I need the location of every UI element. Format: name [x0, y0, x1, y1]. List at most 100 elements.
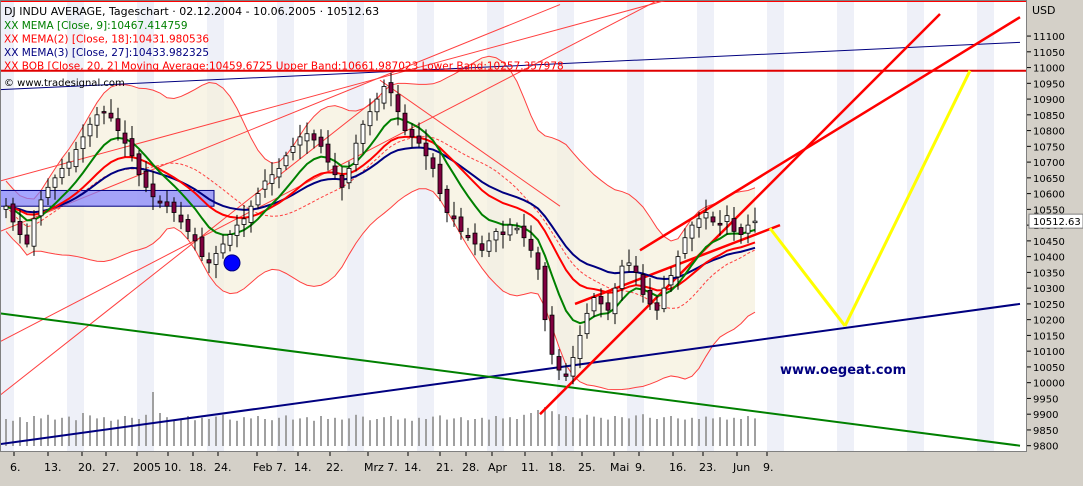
y-tick-label: 10900	[1033, 95, 1065, 106]
candle-body	[731, 218, 737, 232]
candle-body	[185, 219, 191, 232]
volume-bar	[313, 420, 315, 446]
volume-bar	[187, 416, 189, 446]
y-tick-label: 10600	[1033, 190, 1065, 201]
y-tick-label: 9850	[1033, 426, 1058, 437]
chart-title: DJ INDU AVERAGE, Tageschart · 02.12.2004…	[4, 5, 379, 18]
marker-dot	[223, 254, 241, 272]
candle-body	[682, 237, 688, 254]
candle-body	[395, 94, 401, 113]
plot-frame	[0, 0, 1027, 452]
volume-bar	[684, 419, 686, 446]
y-tick-label: 10250	[1033, 300, 1065, 311]
volume-bar	[222, 414, 224, 446]
volume-bar	[698, 419, 700, 446]
candle-body	[591, 297, 597, 312]
volume-bar	[586, 414, 588, 446]
volume-bar	[418, 417, 420, 446]
candle-body	[325, 143, 331, 163]
candle-body	[213, 253, 219, 265]
x-tick-label: Mai	[610, 461, 629, 474]
volume-bar	[89, 415, 91, 446]
y-tick-label: 10150	[1033, 331, 1065, 342]
volume-bar	[131, 417, 133, 446]
candle-body	[66, 161, 72, 169]
x-tick-label: 22.	[326, 461, 344, 474]
volume-bar	[621, 417, 623, 446]
volume-bar	[390, 416, 392, 446]
candle-body	[332, 165, 338, 176]
candle-body	[500, 231, 506, 235]
volume-bar	[82, 413, 84, 446]
volume-bar	[565, 416, 567, 446]
candle-body	[17, 220, 23, 235]
support-trendline	[0, 302, 1021, 446]
candle-body	[458, 216, 464, 232]
candle-body	[661, 287, 667, 310]
x-tick-label: Jun	[732, 461, 750, 474]
candle-body	[696, 218, 702, 228]
candle-body	[10, 203, 16, 223]
candle-body	[465, 234, 471, 239]
candle-body	[388, 82, 394, 94]
candle-body	[143, 170, 149, 188]
volume-bar	[453, 418, 455, 446]
candle-body	[654, 302, 660, 311]
candle-body	[598, 296, 604, 305]
volume-bar	[68, 416, 70, 446]
candle-body	[486, 240, 492, 252]
volume-bar	[152, 392, 154, 446]
lower-band-line	[5, 188, 756, 391]
y-tick-label: 10800	[1033, 127, 1065, 138]
volume-bar	[236, 420, 238, 446]
volume-bar	[257, 416, 259, 446]
week-stripe	[977, 0, 994, 452]
candle-body	[339, 174, 345, 188]
candle-body	[563, 373, 569, 377]
candle-body	[738, 227, 744, 235]
candle-body	[437, 163, 443, 195]
volume-bar	[544, 407, 546, 446]
x-tick-label: 20.	[78, 461, 96, 474]
volume-bar	[705, 416, 707, 446]
volume-bar	[558, 414, 560, 446]
volume-bar	[460, 417, 462, 446]
volume-bar	[243, 417, 245, 446]
candle-body	[556, 356, 562, 371]
volume-bar	[334, 417, 336, 446]
y-tick-label: 10300	[1033, 284, 1065, 295]
volume-bar	[271, 420, 273, 446]
candle-body	[717, 222, 723, 226]
rising-channel-upper-2	[639, 16, 1021, 252]
volume-bar	[635, 415, 637, 446]
volume-bar	[656, 419, 658, 446]
channel-line	[0, 0, 669, 182]
volume-bar	[362, 416, 364, 446]
volume-bar	[425, 419, 427, 446]
candle-body	[304, 133, 310, 142]
candle-body	[507, 224, 513, 236]
volume-bar	[411, 420, 413, 446]
candle-body	[45, 186, 51, 198]
volume-bar	[33, 416, 35, 446]
candle-body	[444, 188, 450, 213]
y-tick-label: 10000	[1033, 379, 1065, 390]
y-tick-label: 10700	[1033, 158, 1065, 169]
candle-body	[269, 174, 275, 184]
upper-band-line	[5, 55, 756, 242]
volume-bar	[509, 417, 511, 446]
y-tick-label: 10450	[1033, 237, 1065, 248]
volume-bar	[12, 420, 14, 446]
volume-bar	[180, 418, 182, 446]
x-tick-label: Feb 7.	[253, 461, 286, 474]
x-tick-label: 14.	[294, 461, 312, 474]
volume-bar	[649, 417, 651, 446]
candle-body	[73, 149, 79, 168]
x-tick-label: 14.	[404, 461, 422, 474]
volume-bar	[138, 419, 140, 446]
mema-18-line	[5, 135, 756, 294]
y-tick-label: 10850	[1033, 111, 1065, 122]
candle-body	[101, 111, 107, 114]
